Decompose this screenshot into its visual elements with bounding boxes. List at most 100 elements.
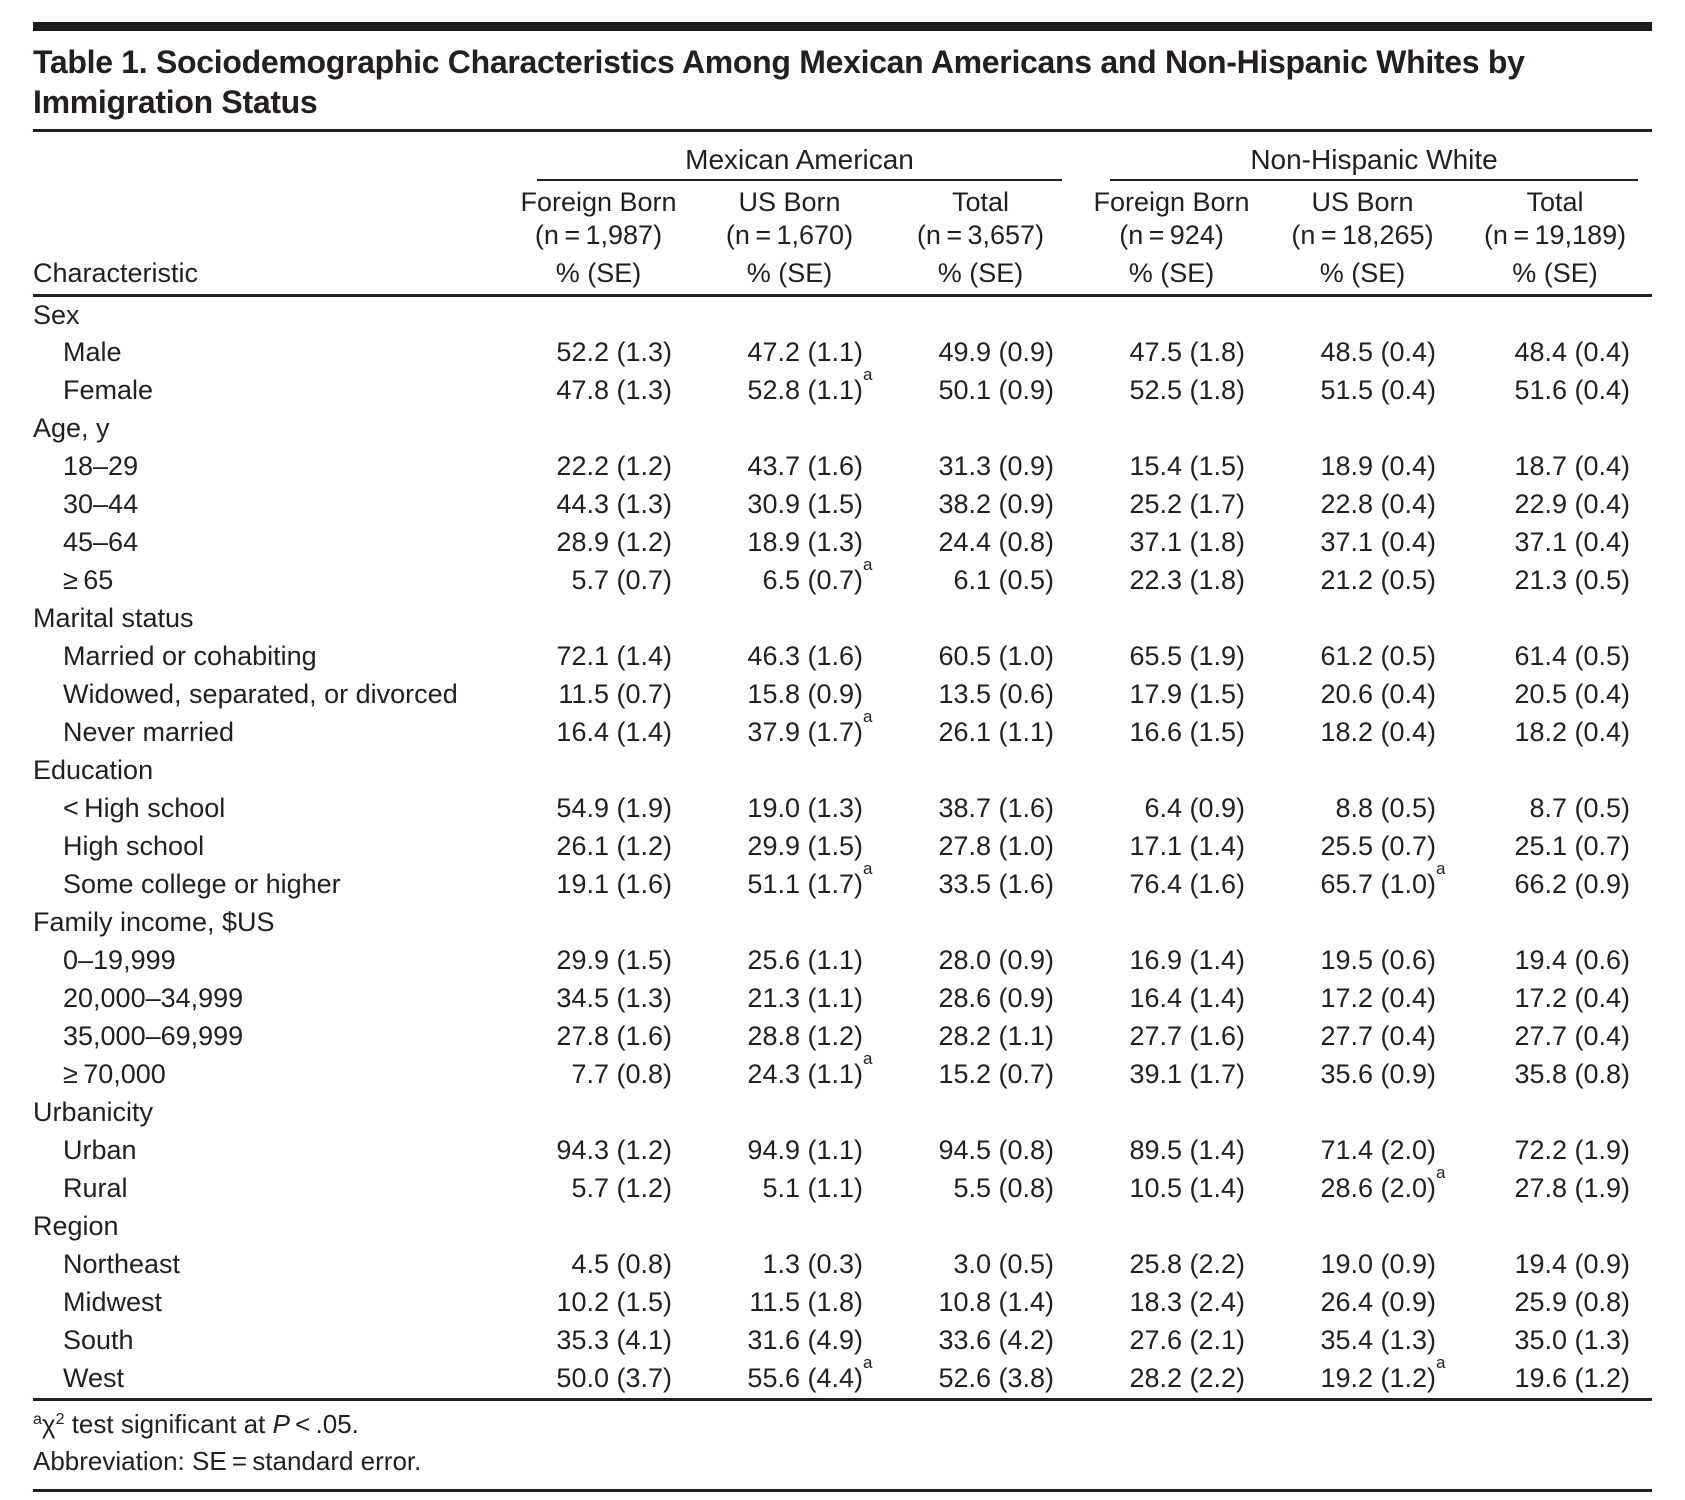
value-text: 28.6 (0.9) [938, 983, 1055, 1013]
value-text: 19.6 (1.2) [1514, 1363, 1631, 1393]
value-text: 16.4 (1.4) [1129, 983, 1246, 1013]
value-cell: 29.9 (1.5) [694, 828, 885, 866]
value-text: 37.9 (1.7) [747, 717, 863, 747]
value-cell: 48.5 (0.4) [1267, 334, 1458, 372]
table-row: High school 26.1 (1.2) 29.9 (1.5) 27.8 (1.0… [33, 828, 1652, 866]
value-text: 37.1 (0.4) [1514, 527, 1631, 557]
value-cell: 26.1 (1.2) [503, 828, 694, 866]
value-text: 16.9 (1.4) [1129, 945, 1246, 975]
row-label: High school [63, 831, 205, 861]
value-text: 5.7 (0.7) [571, 565, 672, 595]
value-cell: 8.7 (0.5) [1458, 790, 1652, 828]
value-cell: 25.6 (1.1) [694, 942, 885, 980]
value-cell: 46.3 (1.6) [694, 638, 885, 676]
table-row: Widowed, separated, or divorced 11.5 (0.7… [33, 676, 1652, 714]
value-text: 51.6 (0.4) [1514, 375, 1631, 405]
value-text: 35.3 (4.1) [556, 1325, 672, 1355]
row-label: Rural [63, 1173, 128, 1203]
value-cell: 28.8 (1.2) [694, 1018, 885, 1056]
value-text: 28.2 (2.2) [1129, 1363, 1246, 1393]
table-row: Married or cohabiting 72.1 (1.4) 46.3 (1.6… [33, 638, 1652, 676]
value-cell: 19.4 (0.9) [1458, 1246, 1652, 1284]
value-text: 15.8 (0.9) [747, 679, 863, 709]
value-cell: 52.2 (1.3) [503, 334, 694, 372]
value-text: 66.2 (0.9) [1514, 869, 1631, 899]
value-text: 35.8 (0.8) [1514, 1059, 1631, 1089]
section-label: Marital status [33, 603, 194, 633]
row-label: < High school [63, 793, 226, 823]
value-text: 43.7 (1.6) [747, 451, 863, 481]
section-row: Family income, $US [33, 904, 1652, 942]
value-cell: 50.0 (3.7) [503, 1360, 694, 1398]
table-row: Urban 94.3 (1.2) 94.9 (1.1) 94.5 (0.8) 89.5 … [33, 1132, 1652, 1170]
value-text: 28.6 (2.0) [1320, 1173, 1437, 1203]
row-label: Married or cohabiting [63, 641, 317, 671]
value-text: 18.2 (0.4) [1320, 717, 1437, 747]
value-cell: 94.9 (1.1) [694, 1132, 885, 1170]
table-row: < High school 54.9 (1.9) 19.0 (1.3) 38.7 (1… [33, 790, 1652, 828]
row-label: West [63, 1363, 125, 1393]
value-cell: 76.4 (1.6) [1076, 866, 1267, 904]
column-header-unit: % (SE) [1076, 251, 1268, 297]
value-text: 72.1 (1.4) [556, 641, 672, 671]
value-text: 26.4 (0.9) [1320, 1287, 1437, 1317]
value-text: 27.7 (0.4) [1320, 1021, 1437, 1051]
value-cell: 37.1 (0.4) [1267, 524, 1458, 562]
table-row: ≥ 65 5.7 (0.7) 6.5 (0.7)a 6.1 (0.5) 22.3 (1.… [33, 556, 1652, 600]
section-label: Urbanicity [33, 1097, 154, 1127]
value-cell: 24.3 (1.1)a [747, 1049, 873, 1089]
row-label: Urban [63, 1135, 137, 1165]
value-text: 25.2 (1.7) [1129, 489, 1246, 519]
value-text: 35.4 (1.3) [1320, 1325, 1437, 1355]
value-cell: 16.6 (1.5) [1076, 714, 1267, 752]
value-text: 27.7 (0.4) [1514, 1021, 1631, 1051]
value-text: 27.7 (1.6) [1129, 1021, 1246, 1051]
column-header-unit: % (SE) [1267, 251, 1459, 297]
table-row: Northeast 4.5 (0.8) 1.3 (0.3) 3.0 (0.5) 25.8… [33, 1246, 1652, 1284]
value-text: 49.9 (0.9) [938, 337, 1055, 367]
value-text: 20.6 (0.4) [1320, 679, 1437, 709]
value-text: 6.4 (0.9) [1144, 793, 1246, 823]
value-cell: 10.2 (1.5) [503, 1284, 694, 1322]
value-cell: 94.3 (1.2) [503, 1132, 694, 1170]
value-text: 61.4 (0.5) [1514, 641, 1631, 671]
table-row: South 35.3 (4.1) 31.6 (4.9) 33.6 (4.2) 27.6 … [33, 1322, 1652, 1360]
value-text: 72.2 (1.9) [1514, 1135, 1631, 1165]
value-text: 8.8 (0.5) [1335, 793, 1437, 823]
value-text: 27.8 (1.9) [1514, 1173, 1631, 1203]
table-row: 18–29 22.2 (1.2) 43.7 (1.6) 31.3 (0.9) 15.4 … [33, 448, 1652, 486]
group-header-label: Mexican American [537, 144, 1063, 181]
value-text: 16.6 (1.5) [1129, 717, 1246, 747]
footnote-segment: 2 [55, 1410, 65, 1428]
value-cell: 17.1 (1.4) [1076, 828, 1267, 866]
footnotes: aχ2 test significant at P < .05. Abbrevi… [33, 1397, 1652, 1492]
table-row: ≥ 70,000 7.7 (0.8) 24.3 (1.1)a 15.2 (0.7) 39… [33, 1049, 1652, 1094]
value-text: 33.6 (4.2) [938, 1325, 1055, 1355]
table-row: Rural 5.7 (1.2) 5.1 (1.1) 5.5 (0.8) 10.5 (1.… [33, 1163, 1652, 1208]
value-cell: 18.2 (0.4) [1458, 714, 1652, 752]
value-cell: 43.7 (1.6) [694, 448, 885, 486]
value-cell: 55.6 (4.4)a [747, 1353, 873, 1393]
value-text: 19.4 (0.6) [1514, 945, 1631, 975]
value-cell: 18.9 (0.4) [1267, 448, 1458, 486]
section-label: Education [33, 755, 154, 785]
table-row: Female 47.8 (1.3) 52.8 (1.1)a 50.1 (0.9) 52.… [33, 366, 1652, 410]
row-label: South [63, 1325, 134, 1355]
value-text: 5.7 (1.2) [571, 1173, 672, 1203]
value-cell: 38.7 (1.6) [885, 790, 1076, 828]
value-cell: 27.7 (0.4) [1267, 1018, 1458, 1056]
group-header-mexican-american: Mexican American [503, 132, 1076, 181]
column-header-sample-size: (n = 1,670) [725, 220, 854, 250]
value-cell: 31.6 (4.9) [694, 1322, 885, 1360]
column-header-name: US Born [738, 187, 841, 217]
value-cell: 19.1 (1.6) [503, 866, 694, 904]
value-cell: 25.8 (2.2) [1076, 1246, 1267, 1284]
value-text: 48.4 (0.4) [1514, 337, 1631, 367]
value-cell: 21.3 (0.5) [1458, 562, 1652, 600]
value-cell: 28.6 (2.0)a [1320, 1163, 1446, 1203]
column-header-unit: % (SE) [885, 251, 1077, 297]
value-cell: 15.8 (0.9) [694, 676, 885, 714]
value-cell: 19.2 (1.2)a [1320, 1353, 1446, 1393]
value-cell: 27.7 (1.6) [1076, 1018, 1267, 1056]
value-text: 27.8 (1.6) [556, 1021, 672, 1051]
